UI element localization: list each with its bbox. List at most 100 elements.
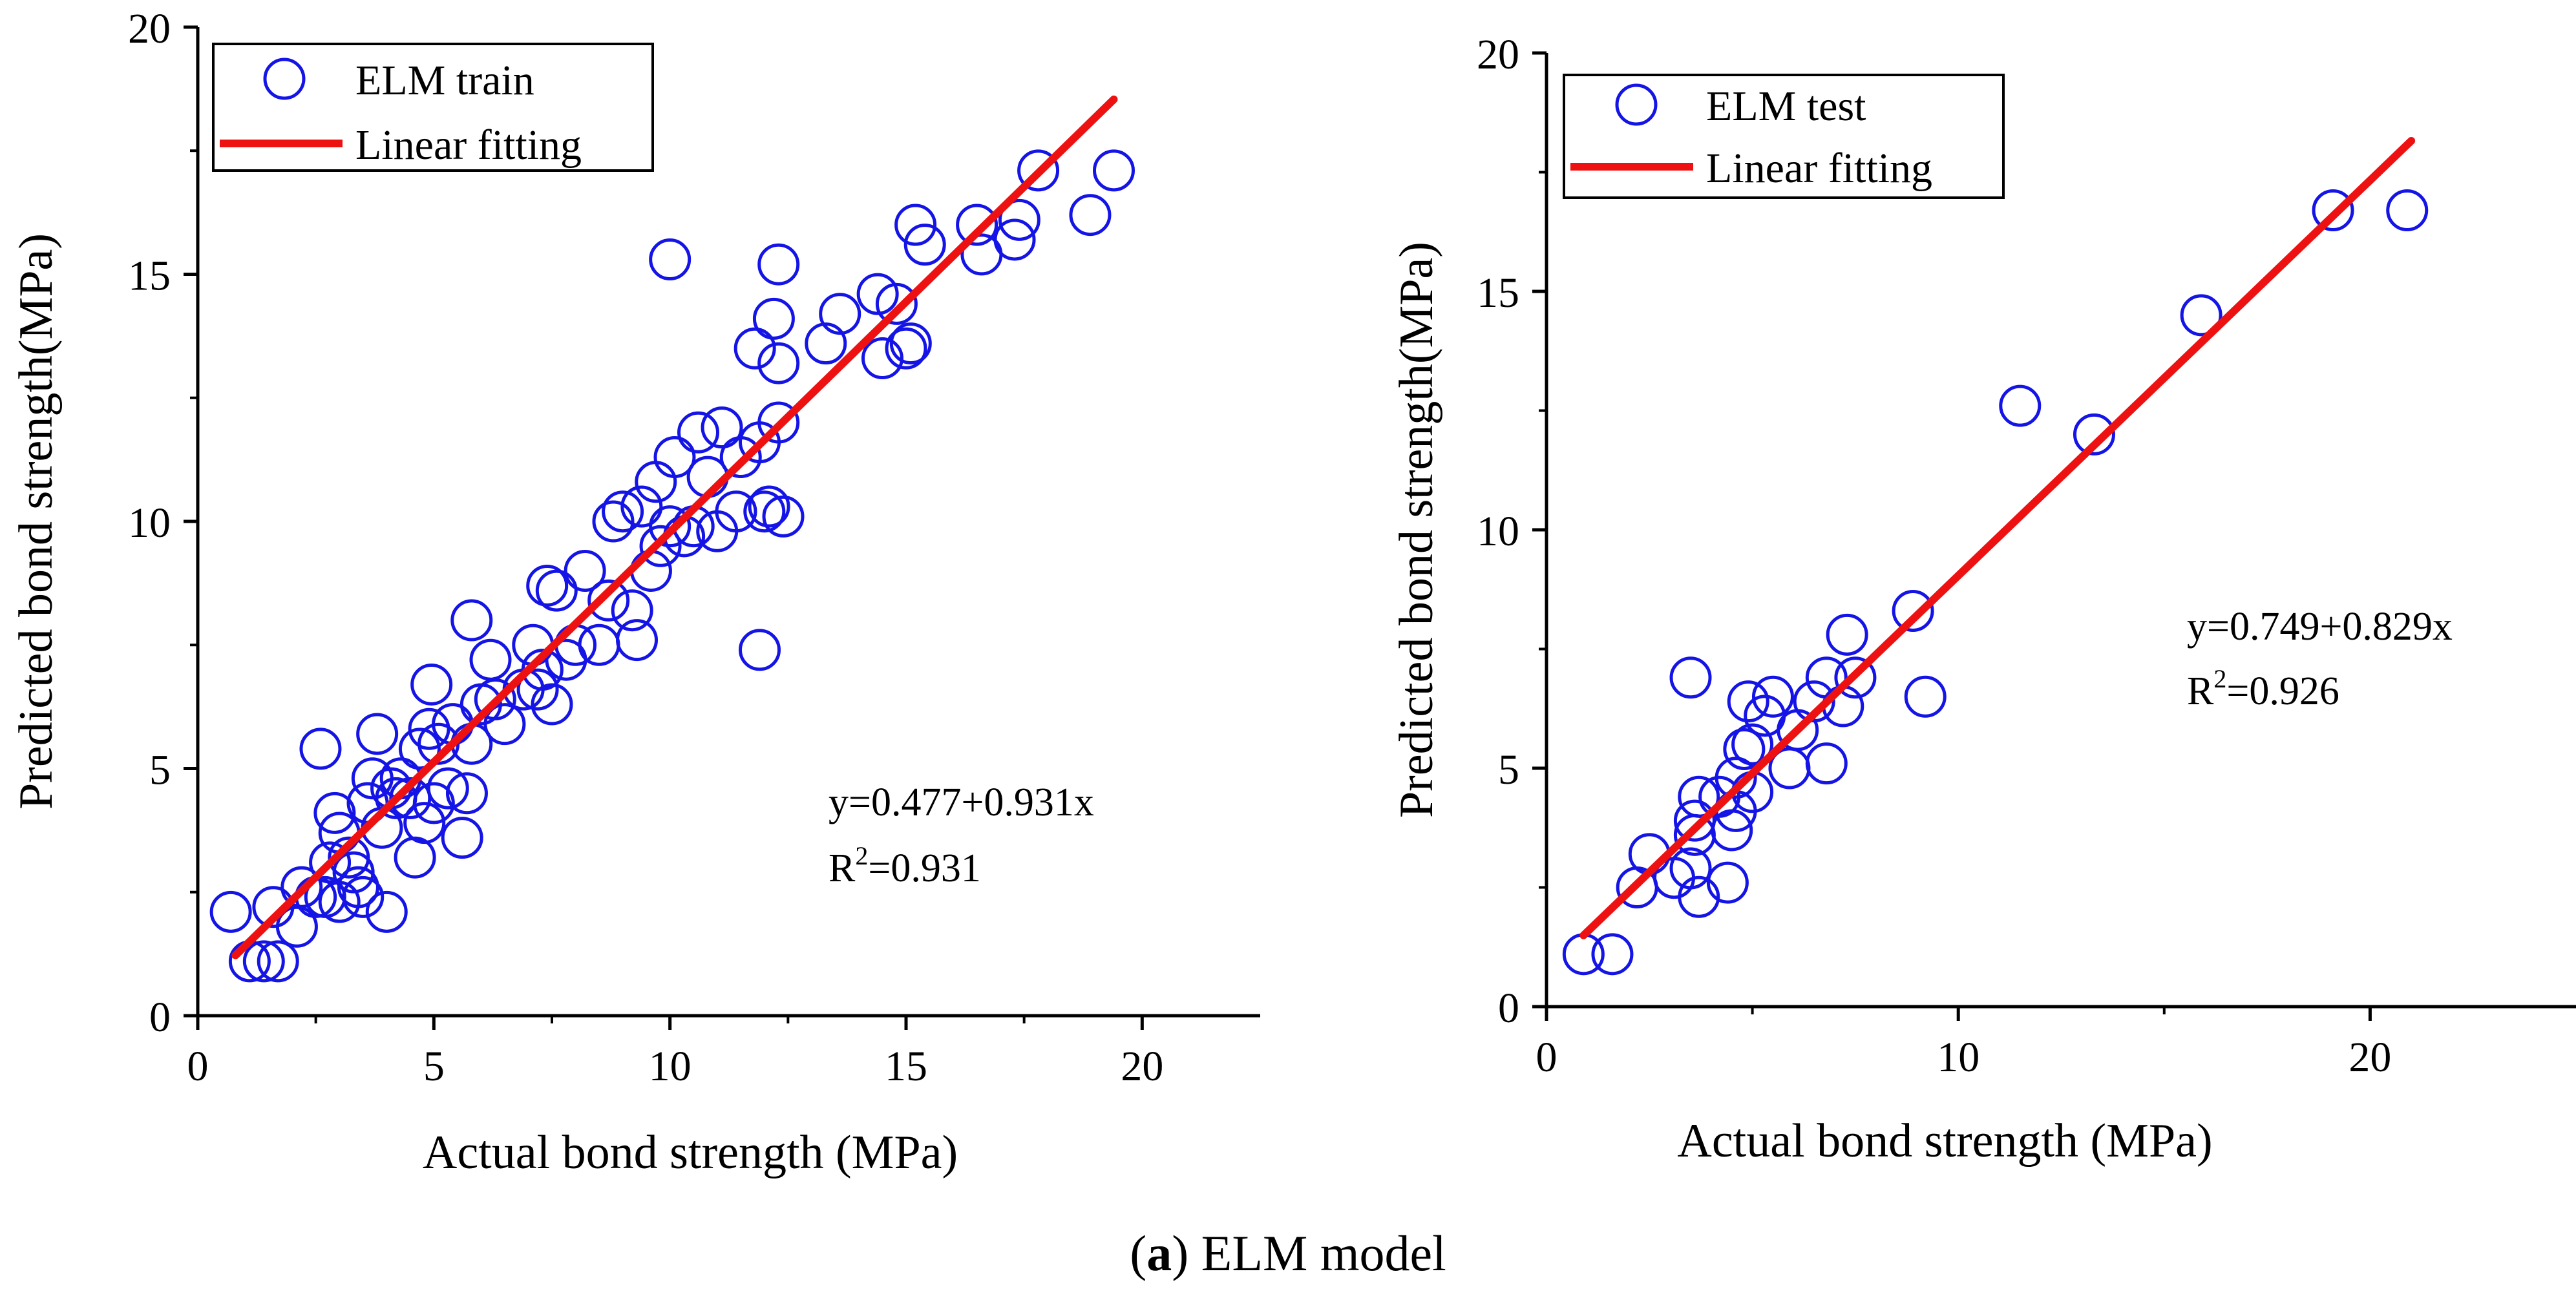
train-point-66 [653, 436, 696, 479]
test-point-5 [1669, 847, 1712, 890]
train-fit-line-group [231, 95, 1118, 959]
train-point-43 [483, 703, 526, 746]
train-point-63 [639, 525, 682, 567]
test-r-squared: R2=0.926 [2187, 664, 2339, 713]
train-point-60 [620, 485, 663, 528]
train-point-85 [805, 322, 847, 365]
train-point-27 [394, 836, 436, 879]
train-point-64 [649, 505, 692, 548]
train-point-72 [701, 406, 743, 449]
test-point-30 [1892, 589, 1934, 632]
train-point-96 [993, 218, 1036, 261]
train-point-31 [410, 663, 453, 706]
caption-open-paren: ( [1130, 1225, 1147, 1281]
train-point-91 [889, 322, 932, 365]
train-point-46 [516, 668, 559, 711]
test-point-1 [1591, 933, 1634, 976]
test-point-32 [1999, 384, 2042, 427]
train-point-65 [649, 238, 692, 281]
caption-label: a [1146, 1225, 1172, 1281]
test-point-34 [2180, 294, 2222, 337]
train-point-29 [403, 802, 446, 844]
train-point-89 [875, 282, 918, 325]
test-point-9 [1678, 875, 1720, 918]
train-point-0 [209, 890, 252, 933]
train-point-73 [715, 490, 757, 533]
train-point-48 [526, 564, 569, 607]
train-point-58 [611, 589, 653, 632]
test-legend-marker-icon [1615, 83, 1658, 126]
train-y-tick-label-4: 20 [128, 5, 171, 52]
test-point-12 [1706, 861, 1749, 904]
train-x-tick-label-3: 15 [885, 1043, 927, 1090]
test-x-tick-label-0: 0 [1536, 1034, 1557, 1081]
train-point-97 [998, 198, 1040, 241]
train-point-75 [734, 327, 776, 370]
test-point-17 [1727, 680, 1769, 723]
figure-caption: (a) ELM model [0, 1224, 2576, 1283]
test-point-28 [1826, 613, 1868, 656]
train-point-93 [903, 224, 946, 266]
train-point-3 [257, 940, 299, 983]
train-point-99 [1069, 194, 1112, 236]
test-point-31 [1904, 675, 1947, 718]
train-point-86 [819, 293, 861, 335]
test-equation: y=0.749+0.829x [2187, 605, 2453, 649]
train-point-82 [757, 401, 800, 444]
test-legend-box [1563, 74, 2005, 199]
train-point-81 [757, 342, 800, 384]
test-y-tick-label-3: 15 [1477, 269, 1519, 317]
train-point-32 [412, 782, 455, 824]
train-point-2 [242, 940, 285, 983]
test-y-tick-label-0: 0 [1498, 985, 1519, 1032]
test-point-16 [1723, 728, 1766, 770]
train-legend-label-fit: Linear fitting [355, 121, 582, 169]
train-point-20 [356, 713, 399, 755]
train-equation: y=0.477+0.931x [829, 780, 1094, 824]
train-point-34 [427, 767, 469, 810]
train-point-11 [313, 791, 356, 834]
train-point-41 [469, 638, 512, 681]
train-legend-label-series: ELM train [355, 57, 534, 104]
caption-close-paren: ) [1172, 1225, 1189, 1281]
train-x-tick-label-1: 5 [423, 1043, 445, 1090]
train-point-54 [578, 623, 620, 666]
train-x-tick-label-2: 10 [649, 1043, 692, 1090]
test-point-10 [1678, 775, 1720, 818]
train-r-squared: R2=0.931 [829, 841, 981, 890]
test-x-tick-label-1: 10 [1937, 1034, 1980, 1081]
test-y-tick-label-4: 20 [1477, 31, 1519, 78]
train-point-53 [564, 550, 606, 592]
caption-text: ELM model [1201, 1225, 1446, 1281]
test-point-19 [1731, 723, 1774, 766]
train-point-6 [280, 866, 323, 908]
train-point-88 [861, 337, 903, 380]
train-legend-box [212, 43, 654, 172]
test-ticks: 0 10 20 0 5 10 15 20 [1477, 31, 2391, 1081]
train-fit-line [231, 95, 1118, 959]
test-x-axis-label: Actual bond strength (MPa) [1677, 1115, 2212, 1168]
train-point-61 [629, 550, 672, 592]
train-point-7 [295, 875, 337, 918]
train-legend-marker-icon [263, 58, 306, 100]
train-point-59 [616, 619, 659, 662]
train-point-83 [757, 243, 800, 286]
test-fit-line [1579, 136, 2416, 939]
test-legend: ELM test Linear fitting [1563, 74, 2005, 199]
test-point-21 [1751, 675, 1794, 718]
train-point-94 [956, 204, 998, 246]
train-y-tick-label-2: 10 [128, 499, 171, 547]
test-y-tick-label-1: 5 [1498, 746, 1519, 793]
train-x-axis-label: Actual bond strength (MPa) [423, 1126, 958, 1179]
test-x-tick-label-2: 20 [2349, 1034, 2391, 1081]
train-point-49 [531, 683, 573, 726]
test-point-15 [1715, 757, 1757, 799]
train-point-28 [398, 728, 441, 770]
train-panel: 0 5 10 15 20 0 5 10 15 20 Actual bond strength (M… [10, 5, 1260, 1179]
test-point-24 [1793, 680, 1835, 723]
train-point-16 [337, 866, 379, 908]
train-legend: ELM train Linear fitting [212, 43, 654, 172]
train-point-57 [602, 490, 644, 533]
train-point-56 [592, 500, 635, 543]
train-y-tick-label-1: 5 [149, 747, 171, 794]
